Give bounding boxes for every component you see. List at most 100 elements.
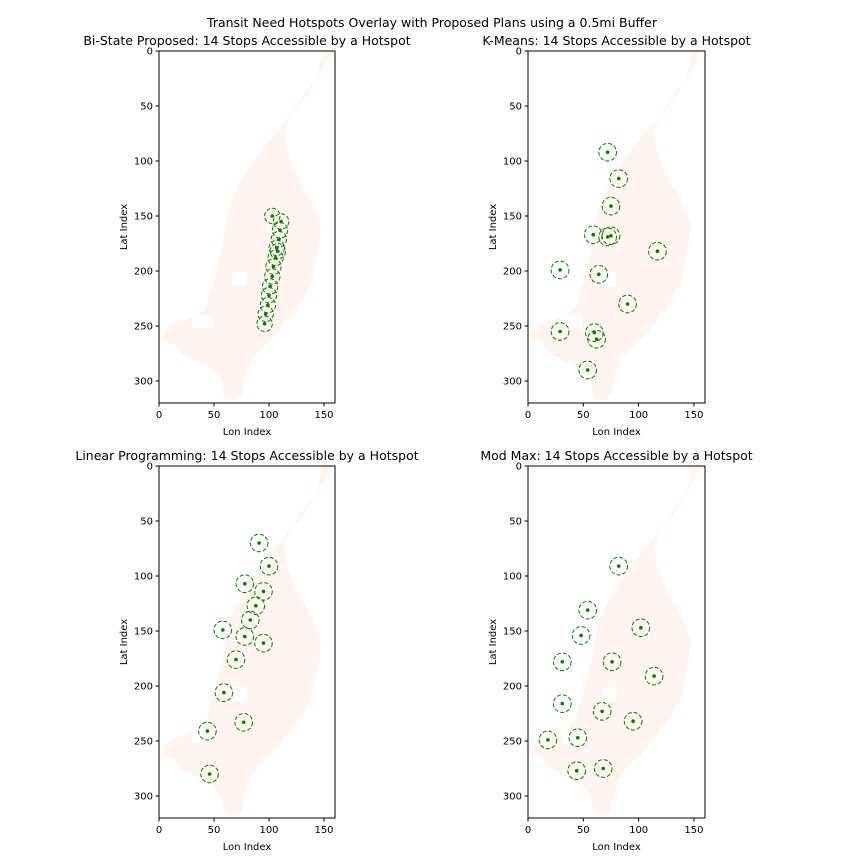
buffer-circle bbox=[601, 226, 621, 246]
stop-point bbox=[270, 214, 275, 218]
y-tick-label: 100 bbox=[503, 572, 522, 583]
x-axis-label: Lon Index bbox=[592, 842, 641, 853]
y-tick-label: 200 bbox=[503, 267, 522, 278]
stop-point bbox=[600, 709, 604, 714]
x-tick-label: 0 bbox=[156, 825, 162, 836]
x-tick-label: 50 bbox=[577, 825, 590, 836]
buffer-circle bbox=[267, 249, 284, 266]
y-tick-label: 150 bbox=[503, 212, 522, 223]
buffer-circle bbox=[214, 683, 234, 702]
buffer-circle bbox=[578, 360, 598, 380]
y-axis-label: Lat Index bbox=[119, 619, 130, 665]
y-tick-label: 100 bbox=[134, 157, 153, 168]
stop-point bbox=[248, 618, 253, 622]
region-hole bbox=[561, 315, 583, 329]
buffer-circle bbox=[644, 666, 664, 686]
y-tick-label: 100 bbox=[503, 157, 522, 168]
y-tick-label: 150 bbox=[134, 627, 153, 638]
x-tick-label: 100 bbox=[259, 410, 278, 421]
buffer-circle bbox=[265, 258, 282, 275]
stop-point bbox=[592, 330, 597, 335]
buffer-circle bbox=[623, 711, 643, 731]
stop-point bbox=[234, 657, 238, 662]
buffer-circle bbox=[602, 652, 622, 672]
x-axis-label: Lon Index bbox=[592, 427, 641, 438]
buffer-circle bbox=[226, 650, 246, 669]
y-tick-label: 300 bbox=[503, 792, 522, 803]
buffer-circle bbox=[550, 260, 570, 280]
stop-point bbox=[631, 719, 635, 723]
stop-point bbox=[560, 660, 565, 664]
buffer-circle bbox=[571, 626, 591, 645]
region-hole bbox=[602, 272, 617, 287]
y-tick-label: 0 bbox=[147, 47, 153, 58]
stop-point bbox=[207, 772, 212, 776]
buffer-circle bbox=[254, 633, 273, 653]
x-tick-label: 100 bbox=[629, 825, 648, 836]
y-tick-label: 150 bbox=[503, 627, 522, 638]
buffer-circle bbox=[592, 701, 612, 721]
chart-panel-2: K-Means: 14 Stops Accessible by a Hotspo… bbox=[482, 33, 750, 438]
y-tick-label: 0 bbox=[516, 462, 522, 473]
stop-point bbox=[594, 337, 599, 342]
stop-point bbox=[610, 660, 614, 664]
stop-point bbox=[601, 766, 606, 771]
panel-title: Mod Max: 14 Stops Accessible by a Hotspo… bbox=[480, 448, 752, 463]
stop-point bbox=[267, 293, 271, 298]
stop-point bbox=[267, 564, 271, 568]
buffer-circle bbox=[589, 264, 609, 284]
stop-point bbox=[558, 329, 562, 334]
buffer-circle bbox=[618, 294, 637, 314]
region-hole bbox=[192, 730, 213, 744]
region-shape bbox=[162, 466, 330, 816]
buffer-circle bbox=[648, 241, 667, 261]
region-shape bbox=[531, 51, 700, 401]
buffer-circle bbox=[241, 610, 260, 630]
stop-point bbox=[271, 264, 276, 269]
y-tick-label: 300 bbox=[503, 377, 522, 388]
y-tick-label: 50 bbox=[509, 517, 522, 528]
y-axis-label: Lat Index bbox=[488, 204, 499, 250]
x-tick-label: 150 bbox=[684, 410, 703, 421]
buffer-circle bbox=[260, 287, 278, 304]
buffer-circle bbox=[583, 225, 603, 245]
stop-point bbox=[261, 641, 266, 645]
region-hole bbox=[192, 315, 213, 329]
y-tick-label: 250 bbox=[134, 322, 153, 333]
buffer-circle bbox=[552, 652, 572, 672]
y-axis-label: Lat Index bbox=[119, 204, 130, 250]
stop-point bbox=[205, 729, 210, 733]
y-tick-label: 0 bbox=[516, 47, 522, 58]
stop-point bbox=[609, 204, 613, 208]
buffer-circle bbox=[598, 142, 618, 162]
stop-point bbox=[575, 735, 580, 740]
stop-point bbox=[270, 274, 275, 279]
figure-title: Transit Need Hotspots Overlay with Propo… bbox=[206, 15, 658, 30]
stop-point bbox=[585, 368, 590, 372]
buffer-circle bbox=[552, 694, 572, 713]
y-tick-label: 200 bbox=[503, 682, 522, 693]
x-axis-label: Lon Index bbox=[223, 427, 272, 438]
stop-point bbox=[639, 625, 643, 630]
axes-frame bbox=[158, 50, 336, 404]
buffer-circle bbox=[550, 322, 570, 341]
panel-title: Linear Programming: 14 Stops Accessible … bbox=[75, 448, 418, 463]
x-tick-label: 150 bbox=[314, 825, 333, 836]
stop-point bbox=[652, 674, 656, 678]
x-tick-label: 50 bbox=[208, 410, 221, 421]
stop-point bbox=[243, 581, 247, 586]
y-tick-label: 0 bbox=[147, 462, 153, 473]
stop-point bbox=[585, 608, 590, 612]
buffer-circle bbox=[235, 574, 255, 594]
buffer-circle bbox=[609, 169, 629, 188]
buffer-circle bbox=[235, 627, 255, 646]
stop-point bbox=[591, 232, 596, 237]
buffer-circle bbox=[587, 329, 606, 349]
stop-point bbox=[222, 690, 226, 695]
axes-frame bbox=[527, 465, 706, 819]
buffer-circle bbox=[249, 533, 269, 553]
stop-point bbox=[276, 249, 280, 253]
x-tick-label: 50 bbox=[208, 825, 221, 836]
stop-point bbox=[605, 235, 610, 239]
buffer-circle bbox=[538, 730, 558, 750]
